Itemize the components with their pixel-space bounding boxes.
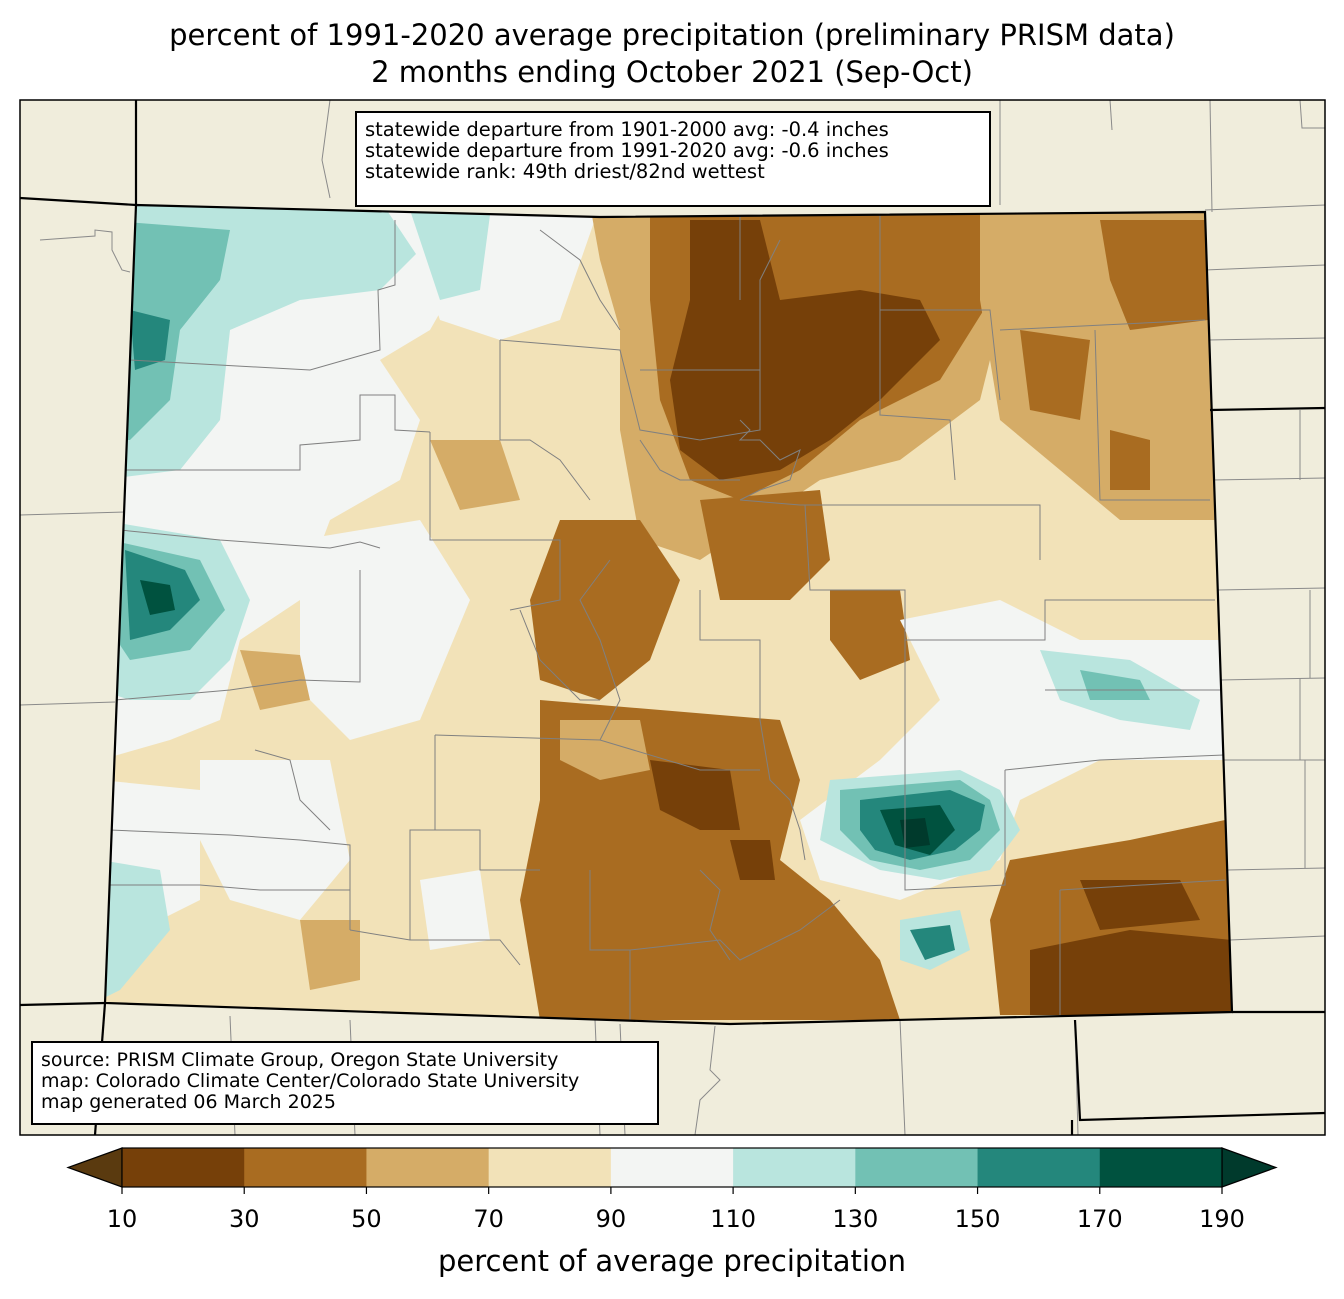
source-line-2: map: Colorado Climate Center/Colorado St… bbox=[41, 1070, 580, 1092]
colorbar-segment bbox=[1099, 1148, 1223, 1187]
colorbar-tick-label: 130 bbox=[832, 1205, 879, 1233]
colorbar bbox=[66, 1147, 1278, 1194]
panhandle-border bbox=[1073, 1019, 1325, 1122]
stats-line-3: statewide rank: 49th driest/82nd wettest bbox=[365, 160, 765, 183]
colorbar-tick-label: 150 bbox=[954, 1205, 1001, 1233]
colorbar-under-arrow bbox=[66, 1147, 123, 1188]
utah-wyoming-border bbox=[20, 196, 137, 207]
colorbar-segment bbox=[610, 1148, 734, 1187]
colorbar-segment bbox=[855, 1148, 979, 1187]
colorbar-label: percent of average precipitation bbox=[437, 1244, 907, 1278]
colorbar-over-arrow bbox=[1221, 1147, 1278, 1188]
map-title-line1: percent of 1991-2020 average precipitati… bbox=[169, 18, 1175, 52]
source-line-1: source: PRISM Climate Group, Oregon Stat… bbox=[41, 1049, 559, 1071]
colorbar-tick-label: 90 bbox=[595, 1205, 627, 1233]
colorbar-tick-label: 190 bbox=[1199, 1205, 1245, 1233]
colorbar-segment bbox=[977, 1148, 1101, 1187]
map-frame bbox=[19, 99, 1326, 1136]
colorbar-tick-label: 70 bbox=[473, 1205, 504, 1233]
county-lines bbox=[105, 215, 1226, 1020]
colorbar-tick-label: 10 bbox=[106, 1205, 138, 1233]
nebraska-kansas-border bbox=[1209, 406, 1325, 412]
colorbar-tick-label: 30 bbox=[228, 1205, 260, 1233]
stats-line-2: statewide departure from 1991-2020 avg: … bbox=[365, 139, 889, 162]
source-box: source: PRISM Climate Group, Oregon Stat… bbox=[31, 1041, 659, 1125]
arizona-border bbox=[20, 1001, 106, 1007]
stats-line-1: statewide departure from 1901-2000 avg: … bbox=[365, 118, 889, 141]
colorbar-tick-label: 50 bbox=[351, 1205, 382, 1233]
colorbar-frame bbox=[121, 1147, 1223, 1188]
precipitation-field bbox=[105, 205, 1232, 1024]
colorbar-segment bbox=[733, 1148, 856, 1187]
colorbar-tick-label: 170 bbox=[1076, 1205, 1123, 1233]
source-line-3: map generated 06 March 2025 bbox=[41, 1091, 336, 1113]
colorbar-segment bbox=[122, 1148, 245, 1187]
colorbar-segment bbox=[244, 1148, 367, 1187]
statewide-stats-box: statewide departure from 1901-2000 avg: … bbox=[355, 111, 991, 207]
map-title-line2: 2 months ending October 2021 (Sep-Oct) bbox=[371, 55, 973, 89]
colorbar-segment bbox=[366, 1148, 490, 1187]
colorbar-segment bbox=[488, 1148, 612, 1187]
state-borders bbox=[20, 100, 1325, 1135]
colorbar-tick-label: 110 bbox=[710, 1205, 757, 1233]
